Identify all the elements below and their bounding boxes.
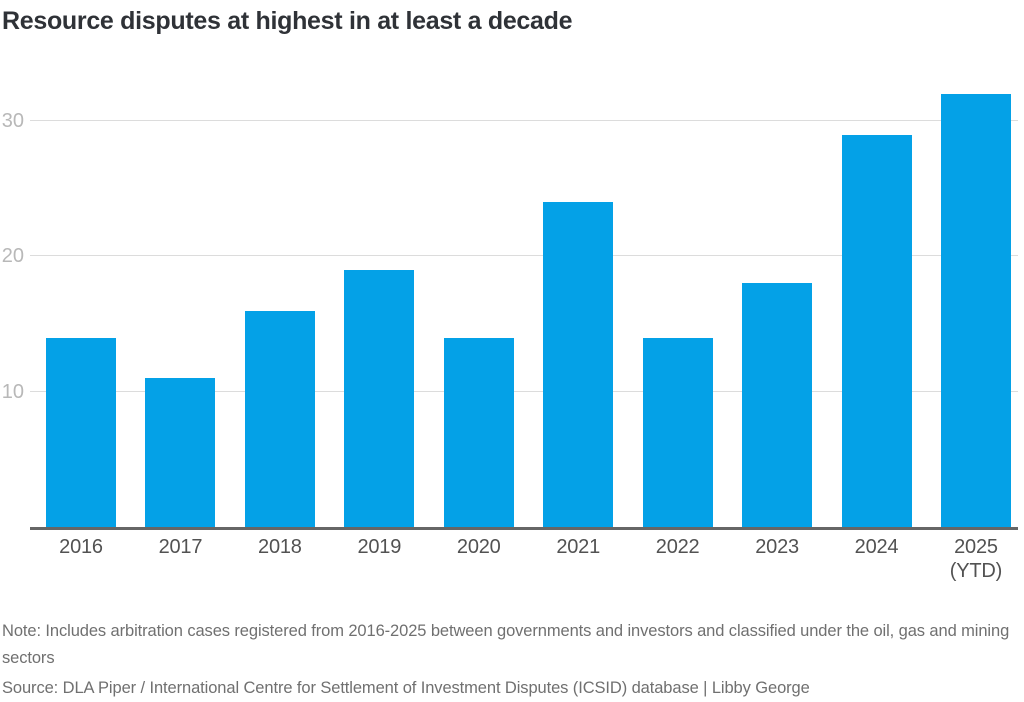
x-axis-label-2020: 2020 (456, 536, 501, 558)
y-tick-label-10: 10 (1, 380, 24, 403)
gridline-30 (30, 120, 1018, 122)
bar-2016 (46, 337, 116, 527)
x-axis-label-2025: 2025 (YTD) (926, 535, 1024, 583)
chart-note: Note: Includes arbitration cases registe… (2, 622, 1010, 667)
x-axis-label-2019: 2019 (357, 536, 402, 558)
x-axis-label-2024: 2024 (854, 536, 899, 558)
x-axis-sublabel-2025: (YTD) (949, 560, 1003, 582)
bar-2017 (145, 378, 216, 527)
y-tick-label-30: 30 (1, 110, 24, 133)
gridline-20 (30, 255, 1018, 257)
x-axis-label-2017: 2017 (158, 536, 203, 558)
chart-title: Resource disputes at highest in at least… (2, 7, 573, 35)
x-axis-label-2023: 2023 (755, 536, 799, 558)
x-axis-label-2022: 2022 (655, 536, 700, 558)
bar-2023 (742, 283, 813, 527)
bar-2018 (244, 310, 315, 527)
gridline-10 (30, 390, 1018, 392)
bar-2025 (940, 94, 1011, 527)
bar-2021 (543, 202, 614, 527)
x-axis-label-2018: 2018 (258, 536, 302, 558)
bar-chart-plot: 10 20 30 (0, 86, 1024, 530)
x-axis-label-2016: 2016 (59, 536, 103, 558)
bar-2024 (841, 134, 912, 527)
x-axis-labels: 2016 2017 2018 2019 2020 2021 2022 2023 2024 2025… (0, 535, 1024, 585)
x-axis-baseline (30, 527, 1018, 530)
x-axis-label-2021: 2021 (556, 536, 601, 558)
y-tick-label-20: 20 (1, 245, 24, 268)
bar-2020 (443, 337, 514, 527)
bar-2019 (344, 269, 415, 527)
bar-2022 (642, 337, 713, 527)
chart-source: Source: DLA Piper / International Centre… (2, 679, 810, 697)
